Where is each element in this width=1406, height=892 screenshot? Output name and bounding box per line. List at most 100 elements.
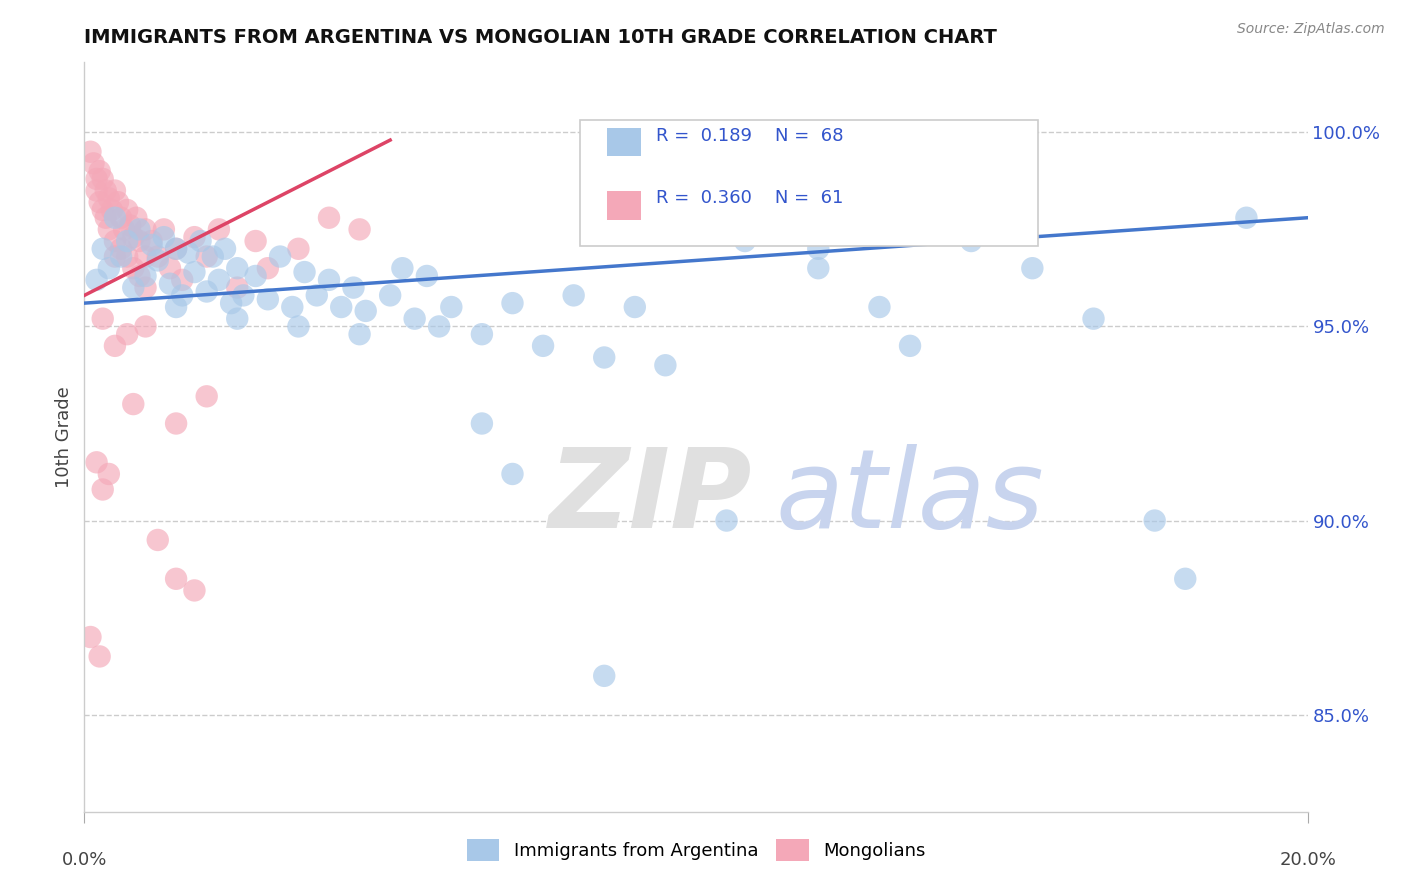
- Point: [128, 268, 150, 283]
- Point: [104, 211, 127, 225]
- Point: [471, 417, 494, 431]
- Point: [120, 219, 142, 233]
- Point: [86, 273, 108, 287]
- Point: [135, 250, 157, 264]
- Point: [86, 455, 108, 469]
- Point: [135, 319, 157, 334]
- Point: [208, 273, 231, 287]
- Point: [115, 234, 138, 248]
- Point: [226, 280, 249, 294]
- Point: [146, 533, 169, 547]
- Point: [654, 358, 676, 372]
- Point: [122, 230, 145, 244]
- Point: [245, 268, 267, 283]
- Point: [427, 319, 450, 334]
- Point: [91, 242, 114, 256]
- Point: [89, 164, 111, 178]
- Point: [232, 288, 254, 302]
- Point: [177, 245, 200, 260]
- Point: [245, 234, 267, 248]
- Point: [1236, 211, 1258, 225]
- Point: [1174, 572, 1197, 586]
- Point: [128, 234, 150, 248]
- Point: [305, 288, 328, 302]
- Point: [94, 211, 117, 225]
- Point: [97, 261, 120, 276]
- Point: [531, 339, 554, 353]
- Text: atlas: atlas: [776, 443, 1045, 550]
- Point: [122, 397, 145, 411]
- Point: [122, 280, 145, 294]
- Point: [898, 339, 921, 353]
- Point: [960, 234, 983, 248]
- Point: [153, 230, 176, 244]
- Point: [593, 351, 616, 365]
- Text: IMMIGRANTS FROM ARGENTINA VS MONGOLIAN 10TH GRADE CORRELATION CHART: IMMIGRANTS FROM ARGENTINA VS MONGOLIAN 1…: [84, 28, 997, 47]
- Point: [214, 242, 236, 256]
- Point: [257, 261, 280, 276]
- Point: [807, 242, 830, 256]
- Point: [183, 583, 205, 598]
- Point: [89, 195, 111, 210]
- Point: [342, 280, 364, 294]
- Point: [195, 285, 218, 299]
- FancyBboxPatch shape: [606, 128, 641, 156]
- Point: [502, 467, 524, 481]
- Point: [101, 202, 124, 217]
- Point: [716, 222, 738, 236]
- Point: [135, 268, 157, 283]
- Point: [624, 300, 647, 314]
- Point: [172, 273, 194, 287]
- Point: [354, 304, 377, 318]
- Point: [165, 417, 187, 431]
- Point: [269, 250, 291, 264]
- Text: R =  0.189    N =  68: R = 0.189 N = 68: [655, 128, 844, 145]
- Point: [318, 211, 340, 225]
- Point: [183, 265, 205, 279]
- Text: ZIP: ZIP: [550, 443, 752, 550]
- Point: [1083, 311, 1105, 326]
- Point: [294, 265, 316, 279]
- Point: [89, 649, 111, 664]
- Point: [97, 467, 120, 481]
- Point: [79, 145, 101, 159]
- Point: [107, 195, 129, 210]
- Point: [471, 327, 494, 342]
- Point: [146, 250, 169, 264]
- Point: [128, 222, 150, 236]
- Point: [159, 277, 181, 291]
- Point: [219, 296, 242, 310]
- Point: [257, 292, 280, 306]
- Point: [86, 184, 108, 198]
- Point: [153, 222, 176, 236]
- Point: [115, 202, 138, 217]
- Point: [287, 242, 309, 256]
- Point: [79, 630, 101, 644]
- Point: [380, 288, 402, 302]
- Point: [125, 211, 148, 225]
- Point: [115, 327, 138, 342]
- Point: [195, 389, 218, 403]
- Point: [86, 172, 108, 186]
- Point: [440, 300, 463, 314]
- Point: [226, 311, 249, 326]
- Point: [110, 211, 132, 225]
- Point: [734, 234, 756, 248]
- Text: 20.0%: 20.0%: [1279, 851, 1336, 869]
- Y-axis label: 10th Grade: 10th Grade: [55, 386, 73, 488]
- Point: [287, 319, 309, 334]
- Point: [141, 234, 163, 248]
- Point: [104, 234, 127, 248]
- Point: [404, 311, 426, 326]
- Point: [416, 268, 439, 283]
- Point: [146, 253, 169, 268]
- Point: [562, 288, 585, 302]
- Point: [159, 261, 181, 276]
- Point: [135, 280, 157, 294]
- Legend: Immigrants from Argentina, Mongolians: Immigrants from Argentina, Mongolians: [457, 830, 935, 870]
- FancyBboxPatch shape: [579, 120, 1039, 246]
- Point: [97, 191, 120, 205]
- Point: [104, 184, 127, 198]
- Point: [165, 242, 187, 256]
- Point: [281, 300, 304, 314]
